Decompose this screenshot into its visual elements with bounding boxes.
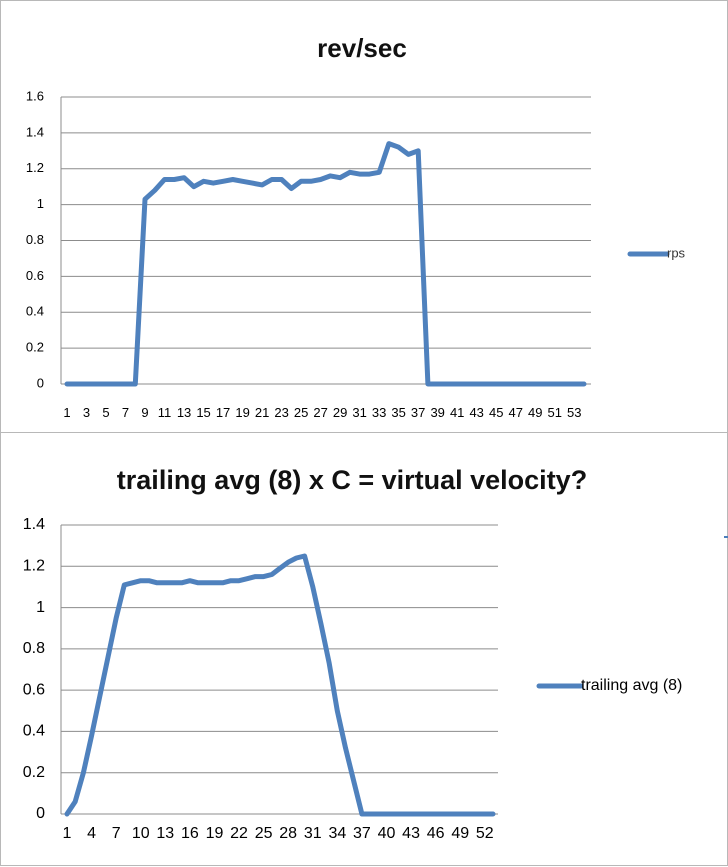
- y-tick-label: 0.6: [23, 681, 45, 698]
- y-tick-label: 1.4: [23, 516, 45, 533]
- x-tick-label: 29: [333, 405, 347, 420]
- x-tick-label: 4: [87, 825, 96, 842]
- x-tick-label: 25: [255, 825, 273, 842]
- y-tick-label: 1.2: [26, 160, 44, 175]
- x-tick-label: 43: [402, 825, 420, 842]
- y-tick-label: 0.4: [26, 304, 44, 319]
- x-tick-label: 28: [279, 825, 297, 842]
- y-tick-label: 1.6: [26, 88, 44, 103]
- x-tick-label: 49: [528, 405, 542, 420]
- x-tick-label: 31: [304, 825, 322, 842]
- x-tick-label: 1: [63, 405, 70, 420]
- y-tick-label: 0: [36, 805, 45, 822]
- x-tick-label: 27: [313, 405, 327, 420]
- x-tick-label: 33: [372, 405, 386, 420]
- x-tick-label: 46: [427, 825, 445, 842]
- x-tick-label: 53: [567, 405, 581, 420]
- x-tick-label: 45: [489, 405, 503, 420]
- legend-label: rps: [667, 245, 686, 260]
- y-tick-label: 1: [36, 599, 45, 616]
- x-tick-label: 35: [391, 405, 405, 420]
- x-tick-label: 25: [294, 405, 308, 420]
- x-tick-label: 9: [141, 405, 148, 420]
- y-tick-label: 1.2: [23, 558, 45, 575]
- y-tick-label: 1.4: [26, 124, 44, 139]
- x-tick-label: 13: [156, 825, 174, 842]
- x-tick-label: 22: [230, 825, 248, 842]
- x-tick-label: 19: [206, 825, 224, 842]
- x-tick-label: 40: [378, 825, 396, 842]
- x-tick-label: 47: [508, 405, 522, 420]
- x-tick-label: 11: [158, 405, 172, 420]
- y-tick-label: 0.2: [23, 764, 45, 781]
- x-tick-label: 49: [451, 825, 469, 842]
- x-tick-label: 43: [469, 405, 483, 420]
- x-tick-label: 3: [83, 405, 90, 420]
- x-tick-label: 39: [430, 405, 444, 420]
- x-tick-label: 23: [274, 405, 288, 420]
- chart-panel-trailing-avg[interactable]: trailing avg (8) x C = virtual velocity?…: [0, 432, 728, 866]
- y-tick-label: 0: [37, 375, 44, 390]
- y-tick-label: 0.6: [26, 268, 44, 283]
- x-tick-label: 51: [548, 405, 562, 420]
- x-tick-label: 21: [255, 405, 269, 420]
- x-tick-label: 37: [353, 825, 371, 842]
- x-tick-label: 5: [102, 405, 109, 420]
- x-tick-label: 52: [476, 825, 494, 842]
- y-tick-label: 1: [37, 196, 44, 211]
- x-tick-label: 1: [63, 825, 72, 842]
- x-tick-label: 13: [177, 405, 191, 420]
- x-tick-label: 19: [235, 405, 249, 420]
- x-tick-label: 7: [122, 405, 129, 420]
- y-tick-label: 0.2: [26, 340, 44, 355]
- x-tick-label: 37: [411, 405, 425, 420]
- x-tick-label: 41: [450, 405, 464, 420]
- y-tick-label: 0.4: [23, 723, 45, 740]
- legend-label: trailing avg (8): [581, 677, 682, 694]
- y-tick-label: 0.8: [26, 232, 44, 247]
- offscreen-chart-edge: [724, 536, 728, 538]
- x-tick-label: 15: [196, 405, 210, 420]
- x-tick-label: 16: [181, 825, 199, 842]
- y-tick-label: 0.8: [23, 640, 45, 657]
- x-tick-label: 10: [132, 825, 150, 842]
- x-tick-label: 34: [328, 825, 346, 842]
- x-tick-label: 7: [112, 825, 121, 842]
- x-tick-label: 17: [216, 405, 230, 420]
- series-line: [67, 556, 493, 814]
- x-tick-label: 31: [352, 405, 366, 420]
